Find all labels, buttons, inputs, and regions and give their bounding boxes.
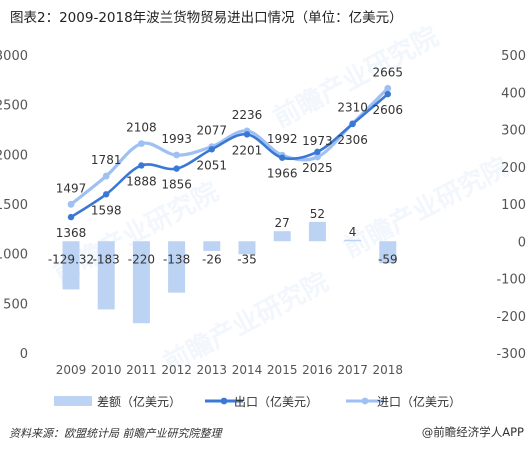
difference-data-label: 4: [349, 225, 357, 239]
exports-data-label: 1856: [161, 178, 192, 192]
exports-data-label: 2025: [302, 161, 333, 175]
right-axis-tick-label: -100: [496, 273, 526, 288]
exports-data-label: 1888: [126, 174, 157, 188]
imports-data-label: 2665: [373, 65, 404, 79]
exports-data-label: 1368: [56, 226, 87, 240]
legend-marker-exports: [220, 397, 228, 405]
imports-data-label: 2077: [197, 124, 228, 138]
imports-data-label: 2236: [232, 108, 263, 122]
imports-data-label: 1992: [267, 132, 298, 146]
exports-point: [349, 120, 356, 128]
right-axis-tick-label: 300: [501, 124, 526, 139]
exports-point: [208, 146, 215, 153]
x-axis-tick-label: 2010: [91, 363, 122, 377]
difference-data-label: -138: [163, 252, 190, 266]
right-axis-tick-label: -300: [496, 347, 526, 362]
right-axis-tick-label: 500: [501, 49, 526, 64]
difference-bar: [132, 241, 150, 324]
exports-point: [314, 148, 321, 156]
legend-label-exports: 出口（亿美元）: [234, 394, 318, 409]
legend-swatch-difference: [54, 396, 92, 406]
difference-bar: [344, 239, 362, 242]
left-axis-tick-label: 3000: [0, 49, 28, 64]
difference-bar: [238, 241, 256, 255]
difference-data-label: -220: [128, 252, 155, 266]
left-axis-tick-label: 2000: [0, 148, 28, 163]
imports-data-label: 1497: [56, 181, 87, 195]
exports-point: [173, 165, 180, 172]
exports-point: [103, 191, 110, 198]
exports-data-label: 1598: [91, 203, 122, 217]
x-axis-tick-label: 2018: [373, 363, 404, 377]
x-axis-tick-label: 2012: [161, 363, 192, 377]
difference-bar: [379, 241, 397, 264]
left-axis-tick-label: 1500: [0, 198, 28, 213]
difference-bar: [168, 241, 186, 293]
difference-data-label: -35: [237, 252, 257, 266]
imports-point: [384, 84, 392, 92]
right-axis-tick-label: 200: [501, 161, 526, 176]
difference-bar: [97, 241, 115, 310]
exports-data-label: 2051: [197, 158, 228, 172]
difference-data-label: -59: [378, 252, 398, 266]
imports-data-label: 2310: [337, 101, 368, 115]
legend: 差额（亿美元） 出口（亿美元） 进口（亿美元）: [54, 394, 461, 409]
left-axis-tick-label: 500: [3, 297, 28, 312]
x-axis-tick-label: 2009: [56, 363, 87, 377]
x-axis-tick-label: 2015: [267, 363, 298, 377]
left-axis-tick-label: 0: [20, 347, 28, 362]
difference-data-label: 52: [310, 207, 325, 221]
watermark-text: 前瞻产业研究院: [338, 151, 513, 264]
exports-data-label: 2201: [232, 143, 263, 157]
imports-data-label: 1993: [161, 132, 192, 146]
imports-point: [67, 200, 75, 208]
x-axis-tick-label: 2011: [126, 363, 157, 377]
right-axis-tick-label: 100: [501, 198, 526, 213]
imports-line: [69, 87, 389, 206]
exports-data-label: 1966: [267, 167, 298, 181]
imports-data-label: 1973: [302, 134, 333, 148]
difference-data-label: -129.32: [48, 252, 94, 266]
difference-data-label: -183: [93, 252, 120, 266]
difference-bar: [273, 231, 291, 242]
exports-point: [384, 90, 391, 98]
x-axis-tick-label: 2014: [232, 363, 263, 377]
imports-point: [138, 140, 145, 148]
exports-line: [70, 93, 389, 219]
exports-point: [243, 131, 251, 138]
legend-label-difference: 差额（亿美元）: [97, 394, 181, 409]
imports-point: [173, 151, 181, 159]
legend-marker-imports: [361, 397, 369, 405]
imports-point: [102, 172, 110, 180]
difference-data-label: 27: [275, 216, 290, 230]
x-axis-tick-label: 2013: [197, 363, 228, 377]
difference-data-label: -26: [202, 252, 222, 266]
legend-label-imports: 进口（亿美元）: [377, 394, 461, 409]
brand-credit: @前瞻经济学人APP: [421, 425, 524, 439]
exports-point: [279, 154, 286, 161]
chart-title: 图表2：2009-2018年波兰货物贸易进出口情况（单位：亿美元）: [10, 10, 403, 26]
x-axis-tick-label: 2017: [337, 363, 368, 377]
source-note: 资料来源：欧盟统计局 前瞻产业研究院整理: [9, 427, 222, 440]
exports-data-label: 2306: [337, 133, 368, 147]
imports-data-label: 1781: [91, 153, 122, 167]
right-axis-tick-label: -200: [496, 310, 526, 325]
imports-point: [314, 153, 321, 161]
exports-point: [67, 213, 75, 221]
difference-bar: [62, 241, 80, 290]
left-axis-tick-label: 2500: [0, 99, 28, 114]
x-axis-tick-label: 2016: [302, 363, 333, 377]
watermark-text: 前瞻产业研究院: [268, 21, 443, 134]
exports-data-label: 2606: [373, 103, 404, 117]
exports-point: [138, 162, 145, 169]
right-axis-tick-label: 0: [518, 235, 526, 250]
imports-data-label: 2108: [126, 121, 157, 135]
right-axis-tick-label: 400: [501, 86, 526, 101]
difference-bar: [308, 221, 326, 242]
difference-bar: [203, 241, 221, 251]
